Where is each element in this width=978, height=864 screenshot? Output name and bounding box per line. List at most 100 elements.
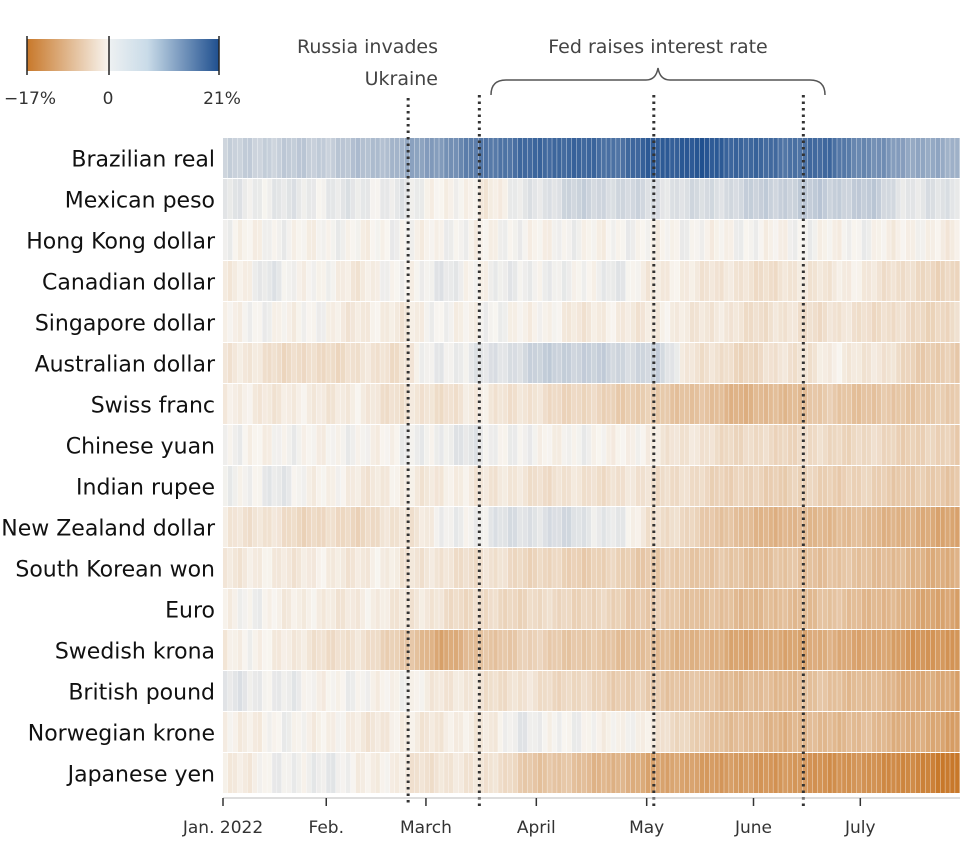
heatmap-cell [557,548,562,588]
heatmap-cell [802,220,808,260]
heatmap-cell [822,343,827,383]
heatmap-cell [704,261,710,301]
heatmap-cell [277,179,282,219]
color-legend: −17% 0 21% [4,36,241,109]
heatmap-cell [326,261,331,301]
heatmap-cell [620,343,626,383]
heatmap-cell [704,630,710,670]
heatmap-cell [439,261,444,301]
heatmap-cell [655,630,660,670]
heatmap-cell [837,671,842,711]
heatmap-cell [390,384,395,424]
heatmap-cell [566,179,572,219]
heatmap-cell [891,507,896,547]
heatmap-cell [670,548,675,588]
heatmap-cell [340,220,346,260]
heatmap-cell [394,343,400,383]
heatmap-cell [871,179,877,219]
heatmap-cell [242,220,248,260]
heatmap-cell [380,507,385,547]
heatmap-cell [891,138,896,178]
heatmap-cell [679,343,685,383]
heatmap-cell [262,220,267,260]
row-label: Swedish krona [55,640,215,665]
heatmap-cell [891,384,896,424]
heatmap-cell [871,507,877,547]
heatmap-cell [940,548,945,588]
heatmap-cell [915,343,921,383]
heatmap-cell [679,261,685,301]
heatmap-cell [321,548,326,588]
heatmap-cell [321,261,326,301]
heatmap-cell [434,466,439,506]
heatmap-cell [409,343,415,383]
heatmap-cell [655,261,660,301]
heatmap-cell [817,220,823,260]
heatmap-cell [891,712,896,752]
heatmap-cell [930,589,936,629]
heatmap-cell [532,425,538,465]
heatmap-cell [915,179,921,219]
heatmap-cell [684,507,690,547]
heatmap-cell [950,712,955,752]
heatmap-cell [365,589,371,629]
heatmap-cell [566,753,572,793]
heatmap-cell [517,138,523,178]
heatmap-cell [684,384,690,424]
heatmap-cell [414,425,420,465]
heatmap-cell [439,548,444,588]
heatmap-cell [827,138,832,178]
heatmap-cell [286,138,292,178]
heatmap-cell [778,589,783,629]
heatmap-cell [601,753,606,793]
heatmap-cell [694,753,700,793]
heatmap-cell [301,261,307,301]
heatmap-cell [232,220,238,260]
heatmap-cell [493,343,498,383]
heatmap-cell [576,548,582,588]
heatmap-cell [694,138,700,178]
heatmap-cell [856,630,862,670]
heatmap-cell [675,589,680,629]
heatmap-cell [468,425,474,465]
heatmap-cell [724,384,729,424]
heatmap-cell [566,343,572,383]
heatmap-cell [773,712,778,752]
heatmap-cell [660,548,665,588]
heatmap-cell [812,548,818,588]
heatmap-cell [232,384,238,424]
heatmap-cell [498,712,503,752]
heatmap-cell [557,425,562,465]
heatmap-cell [252,179,258,219]
heatmap-cell [709,261,714,301]
heatmap-cell [601,261,606,301]
heatmap-cell [498,343,503,383]
heatmap-cell [272,466,277,506]
heatmap-cell [385,302,390,342]
heatmap-cell [817,302,823,342]
heatmap-cell [733,589,739,629]
heatmap-cell [876,466,882,506]
heatmap-cell [935,138,940,178]
heatmap-cell [562,384,567,424]
heatmap-cell [709,179,714,219]
heatmap-cell [281,548,287,588]
heatmap-cell [242,671,248,711]
heatmap-cell [478,302,484,342]
heatmap-cell [748,343,754,383]
heatmap-cell [842,589,847,629]
heatmap-cell [832,630,837,670]
heatmap-cell [591,220,597,260]
heatmap-cell [655,425,660,465]
heatmap-cell [557,261,562,301]
heatmap-cell [925,507,931,547]
row-label: Mexican peso [65,189,215,214]
heatmap-cell [679,220,685,260]
heatmap-cell [444,630,449,670]
heatmap-cell [945,261,950,301]
heatmap-cell [385,384,390,424]
heatmap-cell [635,671,641,711]
heatmap-cell [616,548,621,588]
heatmap-cell [655,507,660,547]
heatmap-cell [856,671,862,711]
